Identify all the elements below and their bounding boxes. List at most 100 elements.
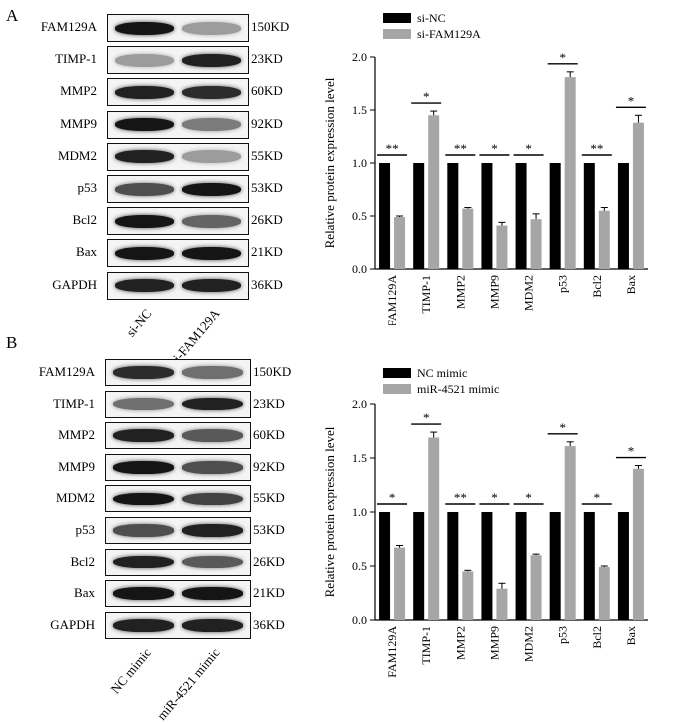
blot-band — [182, 619, 243, 632]
legend-label: si-NC — [417, 11, 446, 25]
blot-band — [113, 587, 174, 600]
blot-size-label: 150KD — [253, 364, 292, 379]
bar — [394, 217, 406, 269]
bar — [462, 571, 474, 620]
blot-size-label: 53KD — [251, 180, 283, 195]
x-tick-label: MMP9 — [487, 275, 501, 309]
y-tick-label: 1.5 — [352, 103, 367, 117]
significance-marker: * — [628, 444, 635, 459]
blot-band — [182, 118, 241, 132]
blot-band — [115, 118, 174, 132]
significance-marker: * — [525, 141, 532, 156]
blot-protein-label: MMP9 — [58, 458, 95, 474]
blot-size-label: 23KD — [253, 395, 285, 411]
bar — [564, 77, 576, 269]
x-tick-label: MMP2 — [453, 626, 467, 660]
bar — [515, 163, 527, 269]
blot-size-label: 21KD — [251, 244, 283, 260]
y-tick-label: 2.0 — [352, 50, 367, 64]
blot-protein-label: MMP2 — [58, 427, 95, 443]
bar — [530, 219, 542, 269]
blot-row-image — [107, 207, 249, 236]
blot-protein-label: Bcl2 — [70, 553, 95, 569]
y-tick-label: 0.0 — [352, 262, 367, 276]
significance-marker: * — [559, 420, 566, 435]
blot-band — [113, 492, 174, 506]
panel-letter-a: A — [6, 6, 19, 25]
y-tick-label: 1.5 — [352, 451, 367, 465]
blot-row-image — [107, 175, 249, 203]
bar — [515, 512, 527, 620]
blot-size-label: 36KD — [251, 276, 283, 292]
y-tick-label: 0.5 — [352, 209, 367, 223]
y-tick-label: 2.0 — [352, 397, 367, 411]
legend-swatch — [383, 368, 411, 378]
blot-protein-label: TIMP-1 — [53, 395, 95, 411]
bar — [413, 163, 425, 269]
significance-marker: ** — [590, 141, 603, 156]
blot-band — [115, 21, 174, 35]
blot-row-image — [105, 548, 251, 576]
bar — [481, 163, 493, 269]
blot-band — [113, 461, 174, 474]
blot-row-image — [107, 78, 249, 107]
blot-band — [182, 524, 243, 537]
legend-label: NC mimic — [417, 366, 467, 380]
blot-band — [113, 366, 174, 379]
blot-size-label: 55KD — [253, 490, 285, 506]
bar — [549, 163, 561, 269]
significance-marker: * — [423, 410, 430, 425]
blot-band — [115, 214, 174, 228]
significance-marker: * — [491, 141, 498, 156]
legend-swatch — [383, 384, 411, 394]
blot-band — [182, 53, 241, 67]
blot-band — [115, 182, 174, 196]
bar — [462, 208, 474, 269]
blot-band — [182, 492, 243, 506]
blot-size-label: 26KD — [253, 553, 285, 569]
blot-band — [182, 366, 243, 379]
blot-row-image — [105, 580, 251, 608]
blot-lane-label: si-NC — [123, 305, 155, 340]
bar — [617, 512, 629, 620]
bar — [496, 588, 508, 620]
blot-lane-label: miR-4521 mimic — [154, 644, 224, 723]
significance-marker: ** — [454, 141, 467, 156]
blot-row-image — [105, 390, 251, 418]
blot-protein-label: TIMP-1 — [55, 51, 97, 67]
bar — [549, 512, 561, 620]
blot-protein-label: GAPDH — [52, 276, 97, 292]
blot-row-image — [105, 453, 251, 481]
bar — [598, 210, 610, 269]
bar — [394, 547, 406, 620]
bar — [632, 468, 644, 620]
blot-row-image — [105, 611, 251, 639]
blot-size-label: 92KD — [253, 458, 285, 474]
blot-band — [182, 587, 243, 600]
blot-band — [182, 21, 241, 35]
blot-size-label: 150KD — [251, 19, 290, 34]
blot-band — [182, 85, 241, 99]
bar — [530, 555, 542, 620]
x-tick-label: FAM129A — [385, 626, 399, 678]
x-tick-label: Bax — [624, 275, 638, 294]
blot-row-image — [107, 46, 249, 75]
bar — [379, 512, 391, 620]
y-tick-label: 1.0 — [352, 156, 367, 170]
bar — [447, 512, 459, 620]
blot-size-label: 26KD — [251, 212, 283, 228]
x-tick-label: MDM2 — [522, 626, 536, 662]
blot-band — [182, 397, 243, 411]
blot-protein-label: p53 — [75, 522, 96, 537]
blot-size-label: 92KD — [251, 115, 283, 131]
x-tick-label: TIMP-1 — [419, 275, 433, 314]
blot-band — [115, 279, 174, 293]
bar — [413, 512, 425, 620]
blot-lane-label: NC mimic — [107, 644, 154, 697]
blot-protein-label: Bcl2 — [72, 212, 97, 228]
legend-swatch — [383, 29, 411, 39]
blot-size-label: 55KD — [251, 147, 283, 163]
blot-size-label: 21KD — [253, 585, 285, 601]
blot-band — [115, 150, 174, 164]
blot-protein-label: FAM129A — [38, 364, 95, 379]
